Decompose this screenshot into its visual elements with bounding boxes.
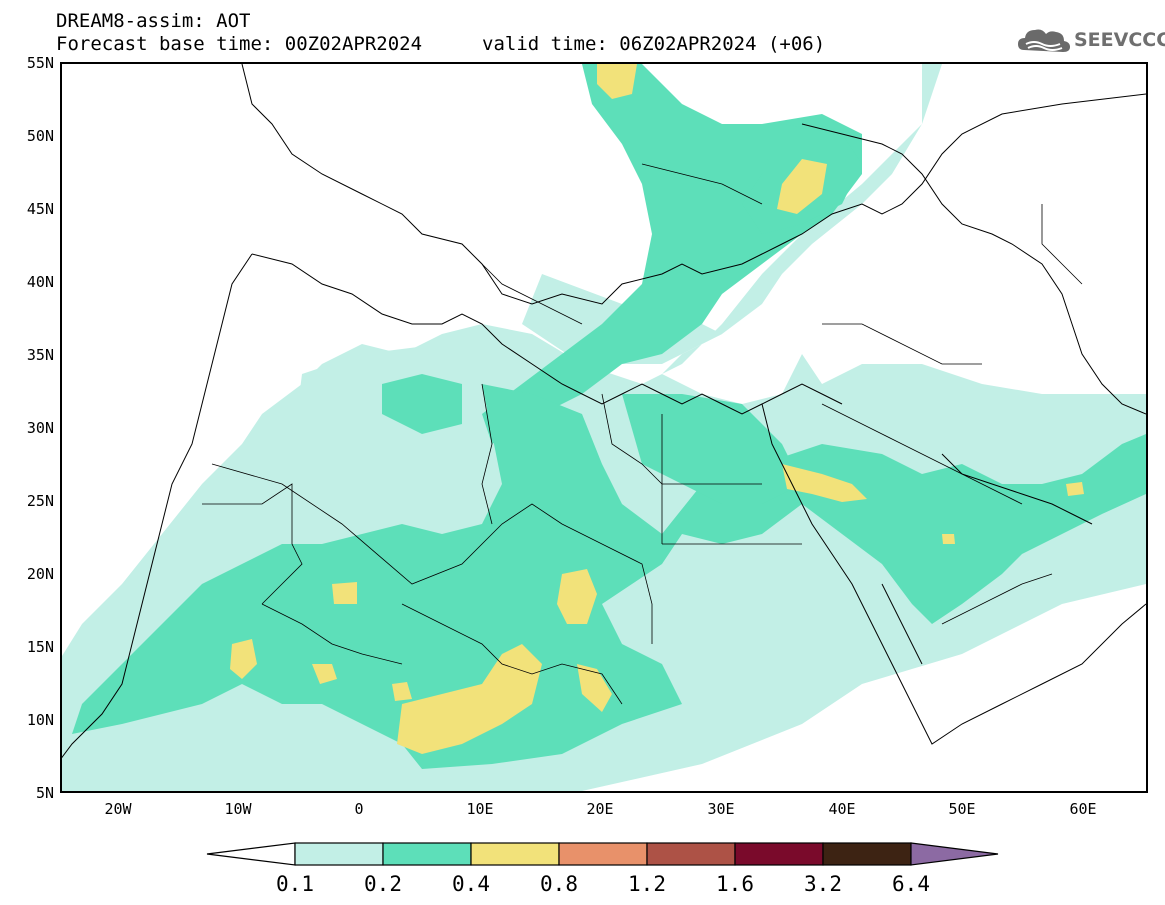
lon-label: 10W	[224, 800, 252, 818]
colorbar-swatch-0.2	[382, 842, 472, 866]
colorbar-label: 1.6	[716, 872, 754, 896]
colorbar-label: 0.1	[276, 872, 314, 896]
lat-label: 20N	[26, 565, 54, 583]
cloud-logo-icon	[1018, 29, 1070, 52]
colorbar-label: 1.2	[628, 872, 666, 896]
lat-label: 40N	[26, 273, 54, 291]
lon-label: 30E	[707, 800, 735, 818]
lon-label: 40E	[828, 800, 856, 818]
lon-label: 60E	[1069, 800, 1097, 818]
colorbar-swatch-1.6	[734, 842, 824, 866]
aot-level-0.4	[230, 64, 1084, 754]
lat-label: 10N	[26, 711, 54, 729]
lat-label: 55N	[26, 54, 54, 72]
colorbar-label: 0.8	[540, 872, 578, 896]
colorbar-label: 3.2	[804, 872, 842, 896]
logo-text: SEEVCCC	[1074, 29, 1165, 51]
map-area	[60, 62, 1148, 793]
colorbar-label: 6.4	[892, 872, 930, 896]
lon-label: 20E	[586, 800, 614, 818]
colorbar-swatch-3.2	[822, 842, 912, 866]
colorbar	[206, 842, 999, 866]
lon-label: 0	[354, 800, 364, 818]
colorbar-swatch-0.1	[294, 842, 384, 866]
lon-label: 50E	[948, 800, 976, 818]
country-borders	[202, 163, 1083, 705]
lat-label: 5N	[35, 784, 54, 802]
aot-level-0.2	[72, 64, 1146, 769]
valid-time: valid time: 06Z02APR2024 (+06)	[482, 33, 826, 55]
colorbar-swatch-0.4	[470, 842, 560, 866]
colorbar-label: 0.2	[364, 872, 402, 896]
chart-title: DREAM8-assim: AOT	[56, 10, 251, 32]
coastlines	[62, 64, 1146, 759]
lat-label: 30N	[26, 419, 54, 437]
forecast-base-time: Forecast base time: 00Z02APR2024	[56, 33, 423, 55]
lat-label: 45N	[26, 200, 54, 218]
lat-label: 15N	[26, 638, 54, 656]
lat-label: 50N	[26, 127, 54, 145]
colorbar-swatch-lt0.1	[206, 842, 296, 866]
colorbar-swatch-1.2	[646, 842, 736, 866]
lat-label: 25N	[26, 492, 54, 510]
lat-label: 35N	[26, 346, 54, 364]
lon-label: 20W	[104, 800, 132, 818]
colorbar-swatch-0.8	[558, 842, 648, 866]
seevccc-logo: SEEVCCC	[1016, 24, 1165, 58]
colorbar-label: 0.4	[452, 872, 490, 896]
lon-label: 10E	[466, 800, 494, 818]
colorbar-swatch-gt6.4	[910, 842, 999, 866]
aot-map	[62, 64, 1146, 791]
